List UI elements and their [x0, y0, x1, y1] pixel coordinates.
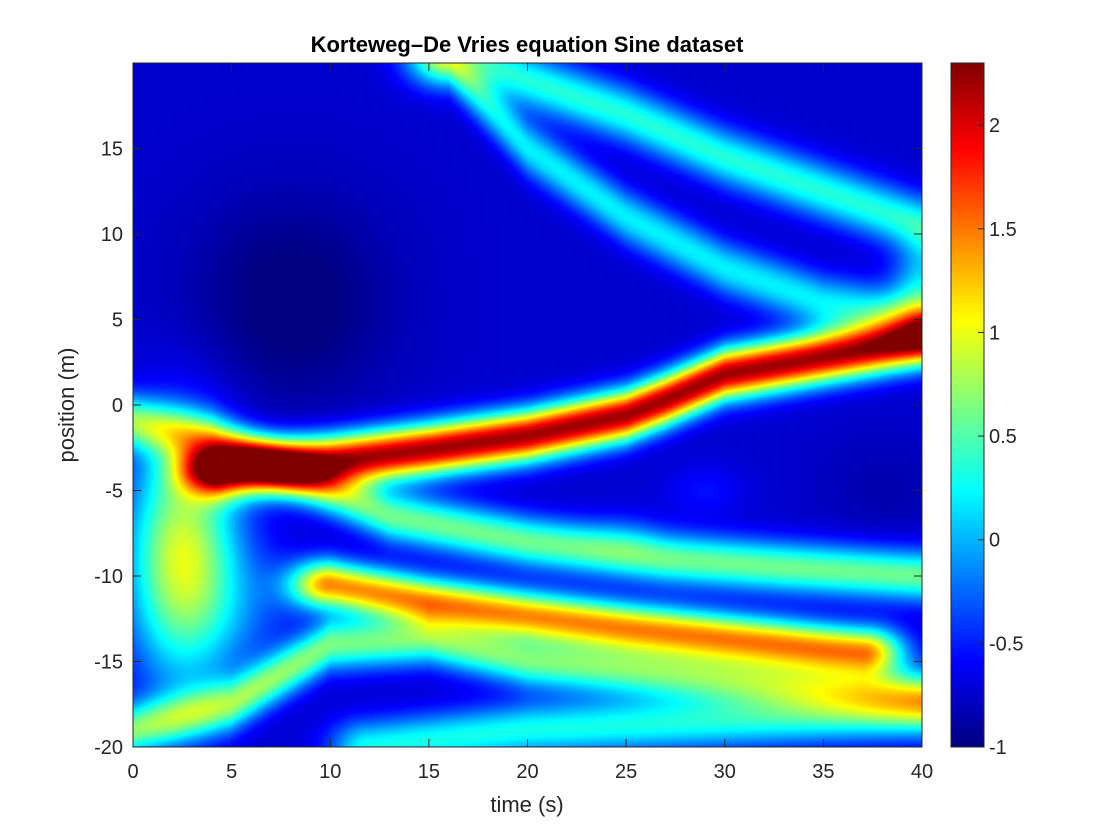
colorbar-tick-label: 1 [989, 322, 1000, 344]
colorbar [951, 63, 984, 747]
y-tick-label: 5 [112, 310, 123, 332]
y-axis: -20 -15 -10 -5 0 5 10 15 [94, 139, 922, 759]
colorbar-tick-label: 0 [989, 530, 1000, 552]
x-axis-label: time (s) [490, 792, 563, 817]
x-axis: 0 5 10 15 20 25 30 35 40 [127, 63, 933, 783]
y-tick-label: 0 [112, 395, 123, 417]
x-tick-label: 15 [418, 761, 440, 783]
y-tick-label: -5 [105, 481, 123, 503]
colorbar-tick-label: -0.5 [989, 633, 1023, 655]
colorbar-axis: -1 -0.5 0 0.5 1 1.5 2 [978, 115, 1023, 759]
x-tick-label: 40 [911, 761, 933, 783]
y-tick-label: -15 [94, 652, 123, 674]
x-tick-label: 20 [516, 761, 538, 783]
x-tick-label: 25 [615, 761, 637, 783]
x-tick-label: 0 [127, 761, 138, 783]
x-tick-label: 30 [714, 761, 736, 783]
colorbar-tick-label: 0.5 [989, 426, 1017, 448]
colorbar-tick-label: 1.5 [989, 219, 1017, 241]
y-tick-label: 15 [101, 139, 123, 161]
colorbar-frame [950, 62, 985, 748]
colorbar-tick-label: -1 [989, 737, 1007, 759]
x-tick-label: 10 [319, 761, 341, 783]
x-tick-label: 5 [226, 761, 237, 783]
y-tick-label: -10 [94, 566, 123, 588]
heatmap-area [133, 63, 922, 747]
y-tick-label: -20 [94, 737, 123, 759]
chart-title: Korteweg–De Vries equation Sine dataset [311, 32, 744, 57]
y-tick-label: 10 [101, 224, 123, 246]
x-tick-label: 35 [812, 761, 834, 783]
y-axis-label: position (m) [54, 348, 79, 463]
colorbar-tick-label: 2 [989, 115, 1000, 137]
